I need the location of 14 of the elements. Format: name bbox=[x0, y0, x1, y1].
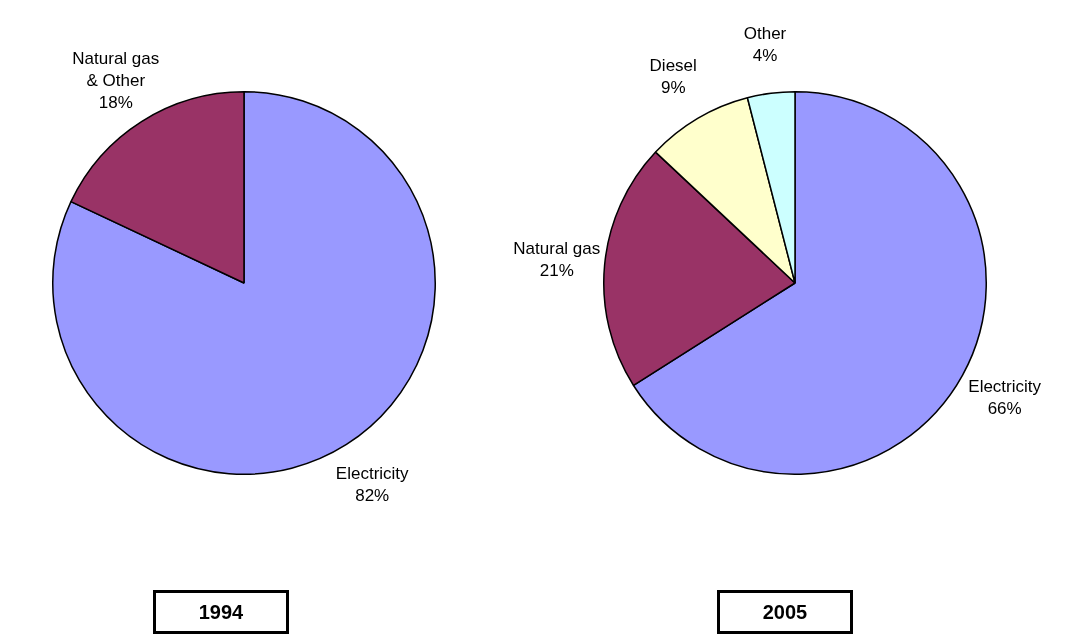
data-label: 82% bbox=[355, 485, 390, 505]
data-label: 9% bbox=[660, 77, 686, 97]
slice-label: Natural gas & Other bbox=[72, 48, 160, 90]
text: 1994 bbox=[153, 590, 289, 634]
slice-label: Diesel bbox=[649, 55, 697, 75]
data-label: 18% bbox=[98, 92, 133, 112]
data-label: 21% bbox=[539, 261, 574, 281]
data-label: 4% bbox=[752, 46, 778, 66]
text: 2005 bbox=[717, 590, 853, 634]
data-label: 66% bbox=[987, 398, 1022, 418]
slice-label: Natural gas bbox=[513, 239, 601, 259]
slice-label: Electricity bbox=[335, 463, 410, 483]
slice-label: Other bbox=[743, 24, 787, 44]
slice-label: Electricity bbox=[968, 376, 1042, 396]
